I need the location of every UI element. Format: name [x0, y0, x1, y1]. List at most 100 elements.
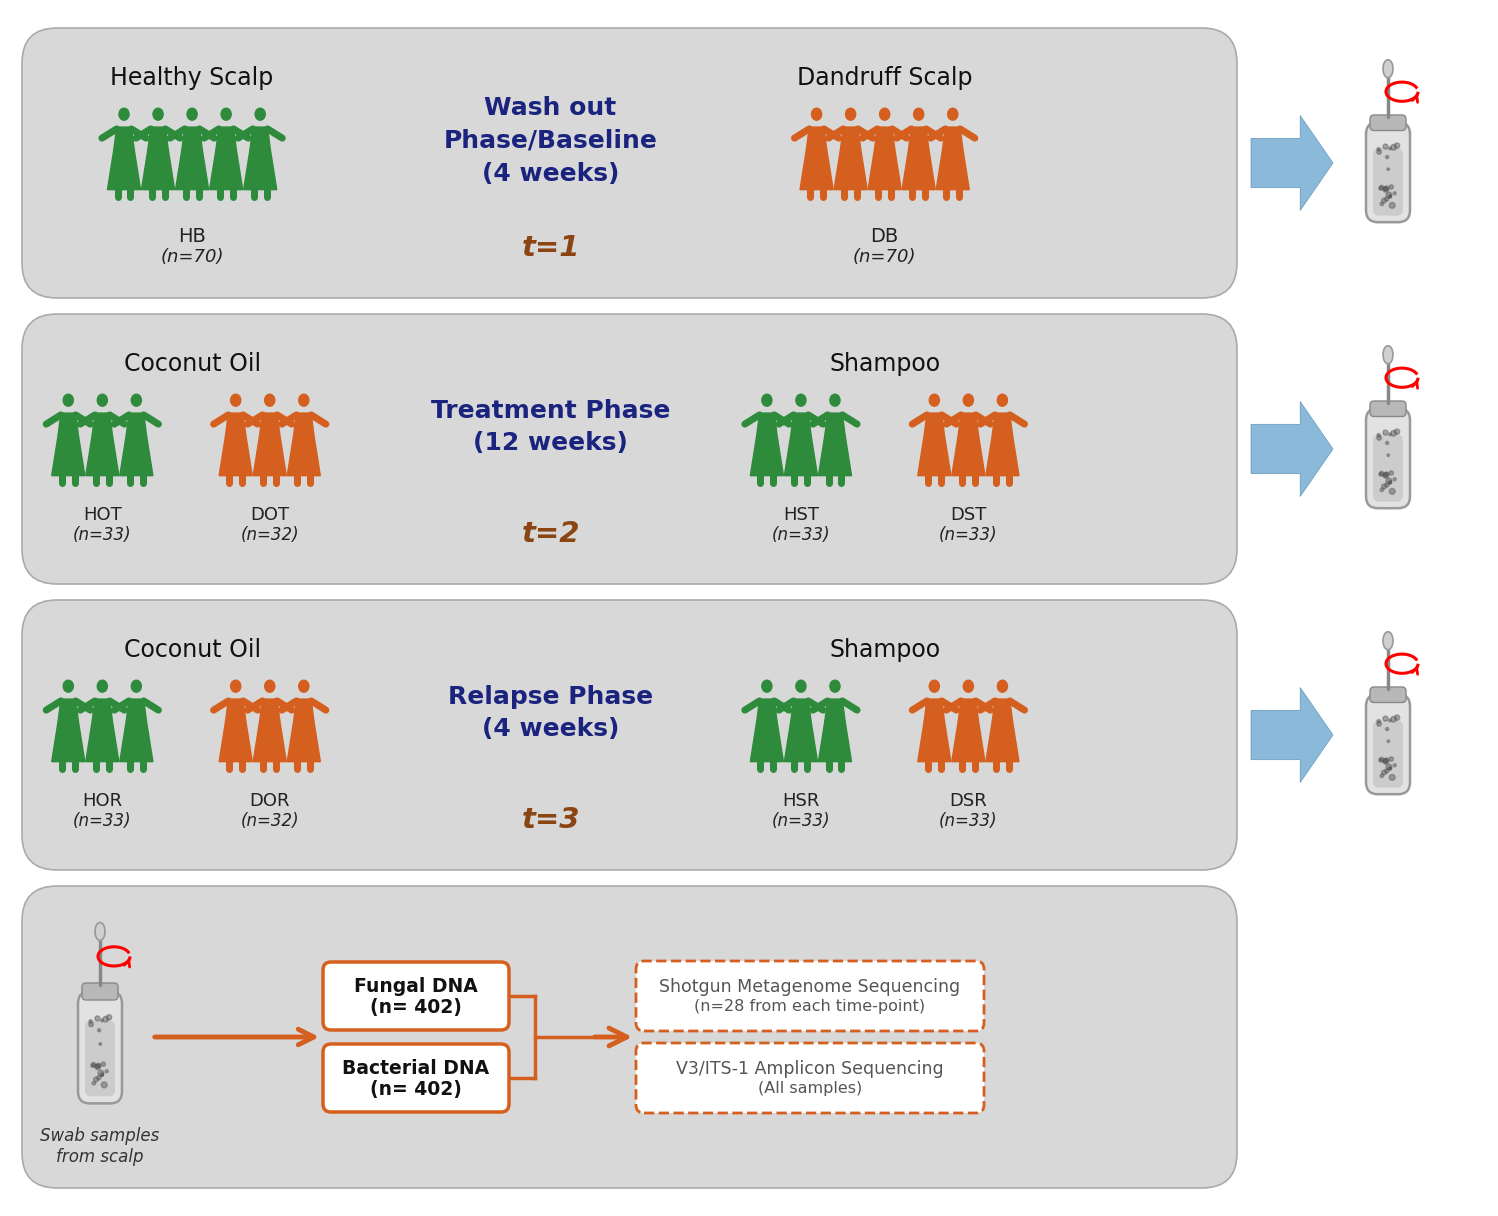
Text: HB: HB	[178, 227, 207, 246]
Circle shape	[97, 1076, 100, 1080]
Text: (n= 402): (n= 402)	[370, 997, 461, 1017]
Polygon shape	[924, 699, 944, 721]
Polygon shape	[918, 721, 951, 761]
Circle shape	[1386, 441, 1389, 445]
Polygon shape	[148, 128, 168, 150]
Circle shape	[100, 1019, 103, 1021]
Ellipse shape	[929, 394, 939, 406]
Circle shape	[1378, 759, 1383, 762]
Ellipse shape	[63, 680, 73, 692]
Ellipse shape	[132, 680, 141, 692]
Text: Treatment Phase
(12 weeks): Treatment Phase (12 weeks)	[431, 399, 670, 455]
Polygon shape	[750, 721, 783, 761]
FancyBboxPatch shape	[78, 991, 121, 1103]
Circle shape	[102, 1082, 108, 1088]
Ellipse shape	[132, 394, 141, 406]
Circle shape	[1383, 716, 1389, 721]
Circle shape	[94, 1064, 99, 1069]
Circle shape	[97, 1029, 100, 1032]
Polygon shape	[175, 150, 208, 190]
Polygon shape	[288, 435, 321, 475]
Circle shape	[1386, 156, 1389, 158]
Circle shape	[1383, 143, 1389, 150]
Polygon shape	[114, 128, 135, 150]
Polygon shape	[219, 721, 252, 761]
FancyBboxPatch shape	[85, 1020, 115, 1096]
Circle shape	[1377, 434, 1380, 437]
Polygon shape	[126, 413, 147, 435]
Polygon shape	[785, 721, 818, 761]
Circle shape	[1383, 187, 1389, 192]
Circle shape	[1386, 764, 1392, 770]
Ellipse shape	[762, 680, 771, 692]
Circle shape	[1380, 758, 1384, 761]
Polygon shape	[818, 435, 851, 475]
Circle shape	[1381, 484, 1387, 489]
Circle shape	[103, 1017, 108, 1021]
Circle shape	[1387, 168, 1390, 170]
FancyBboxPatch shape	[637, 961, 984, 1031]
Ellipse shape	[298, 680, 309, 692]
Circle shape	[1378, 472, 1383, 477]
Ellipse shape	[153, 108, 163, 120]
Text: Healthy Scalp: Healthy Scalp	[111, 66, 274, 90]
Circle shape	[1386, 727, 1389, 731]
Polygon shape	[902, 150, 935, 190]
Polygon shape	[942, 128, 963, 150]
Ellipse shape	[231, 394, 241, 406]
Text: HST: HST	[783, 506, 819, 524]
Ellipse shape	[830, 394, 840, 406]
Text: t=3: t=3	[521, 806, 580, 834]
Ellipse shape	[1383, 60, 1393, 78]
Circle shape	[100, 1073, 103, 1075]
Circle shape	[1386, 192, 1392, 198]
Circle shape	[1377, 435, 1381, 440]
Circle shape	[1389, 202, 1395, 208]
Polygon shape	[250, 128, 270, 150]
Circle shape	[100, 1074, 103, 1076]
Circle shape	[1383, 430, 1389, 435]
Ellipse shape	[97, 680, 108, 692]
Circle shape	[1395, 715, 1399, 720]
Ellipse shape	[948, 108, 957, 120]
Polygon shape	[951, 435, 984, 475]
FancyBboxPatch shape	[1371, 116, 1407, 130]
Polygon shape	[918, 435, 951, 475]
Circle shape	[1377, 721, 1381, 726]
Polygon shape	[756, 413, 777, 435]
Polygon shape	[85, 721, 118, 761]
Text: HSR: HSR	[782, 792, 819, 810]
Polygon shape	[141, 150, 175, 190]
Polygon shape	[93, 699, 112, 721]
Circle shape	[1383, 473, 1387, 477]
Polygon shape	[867, 150, 902, 190]
Polygon shape	[259, 699, 280, 721]
Circle shape	[1384, 758, 1389, 762]
FancyBboxPatch shape	[22, 314, 1237, 584]
Circle shape	[91, 1064, 94, 1068]
Polygon shape	[825, 699, 845, 721]
Polygon shape	[756, 699, 777, 721]
FancyBboxPatch shape	[22, 886, 1237, 1188]
Circle shape	[1380, 472, 1384, 475]
Ellipse shape	[963, 394, 974, 406]
Circle shape	[1383, 759, 1389, 764]
Text: DOT: DOT	[250, 506, 289, 524]
Text: Dandruff Scalp: Dandruff Scalp	[797, 66, 972, 90]
Ellipse shape	[94, 923, 105, 940]
Polygon shape	[791, 699, 810, 721]
Polygon shape	[986, 435, 1019, 475]
FancyBboxPatch shape	[1374, 720, 1404, 788]
Polygon shape	[834, 150, 867, 190]
FancyBboxPatch shape	[1371, 687, 1407, 703]
Circle shape	[1378, 186, 1383, 190]
FancyBboxPatch shape	[82, 983, 118, 1000]
Ellipse shape	[929, 680, 939, 692]
Ellipse shape	[812, 108, 821, 120]
Circle shape	[1387, 454, 1390, 456]
Polygon shape	[791, 413, 810, 435]
Polygon shape	[253, 721, 286, 761]
Circle shape	[105, 1070, 108, 1073]
Ellipse shape	[63, 394, 73, 406]
Circle shape	[102, 1062, 105, 1066]
